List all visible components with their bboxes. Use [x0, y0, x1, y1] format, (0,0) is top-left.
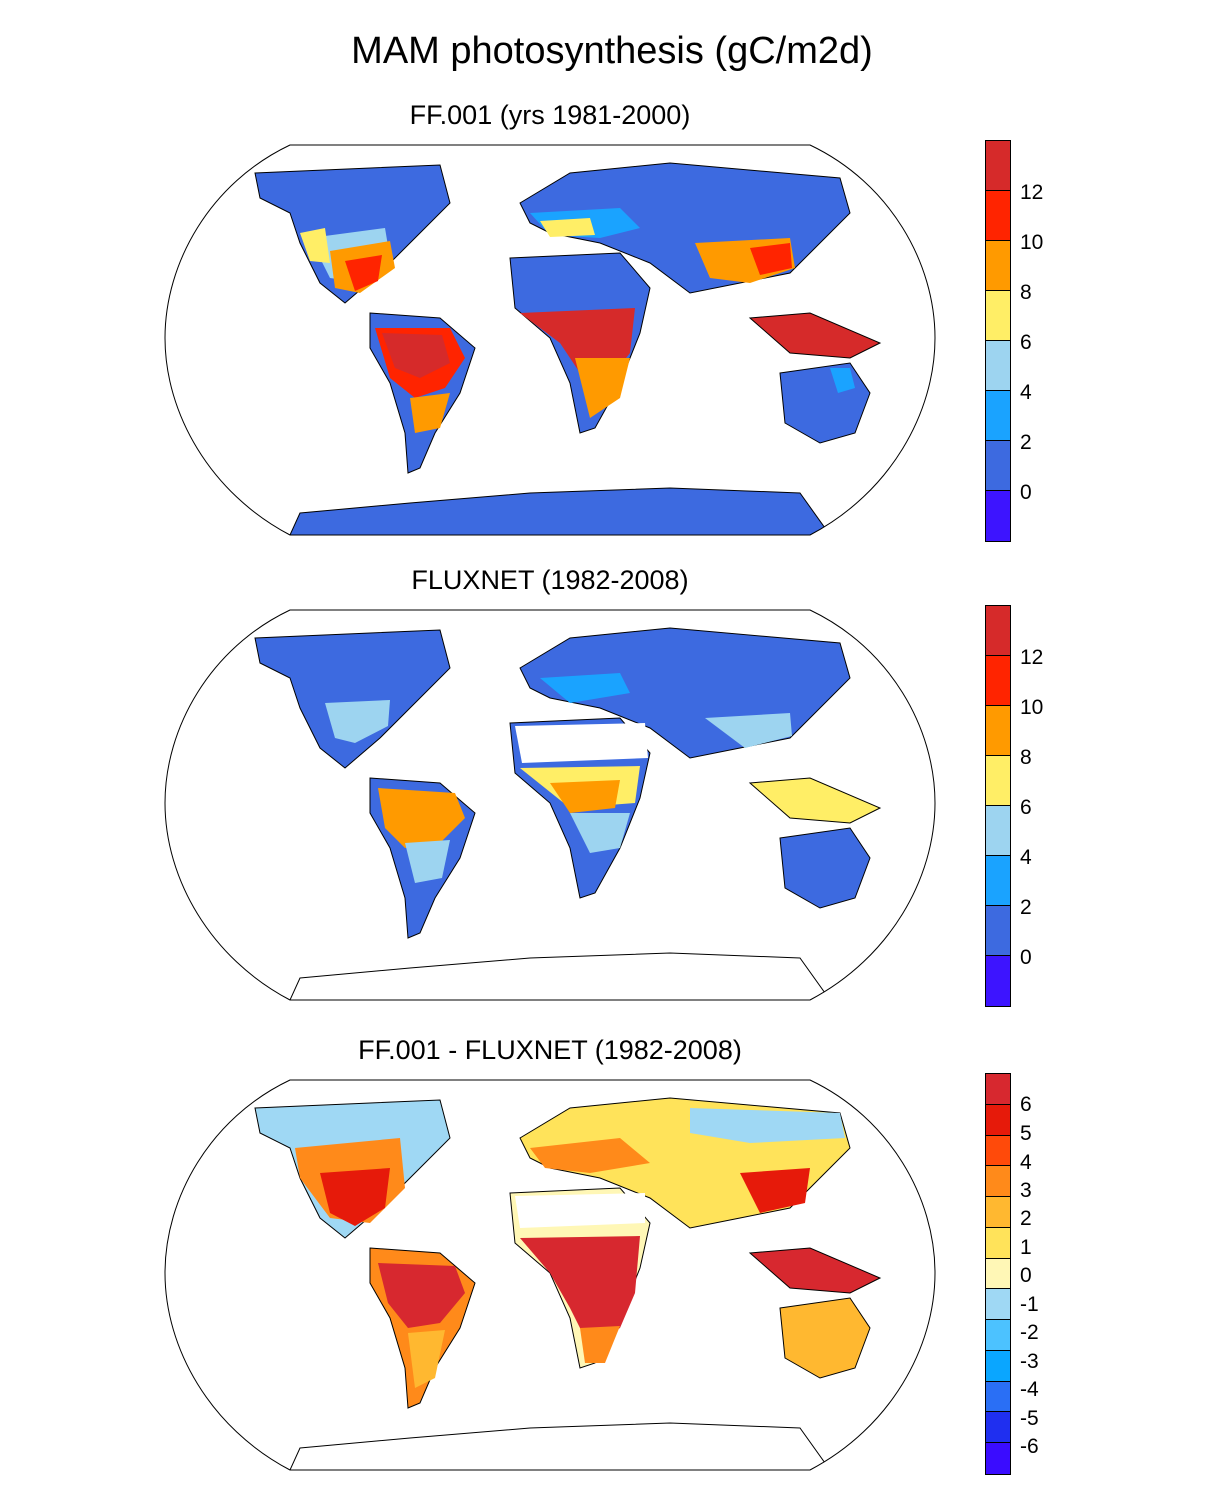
colorbar-tick-label: 12: [1020, 181, 1044, 204]
colorbar-tick-label: 8: [1020, 281, 1032, 304]
colorbar-swatch: [986, 1350, 1010, 1382]
colorbar-swatch: [986, 706, 1010, 756]
colorbar-swatch: [986, 1074, 1010, 1105]
colorbar-swatch: [986, 756, 1010, 806]
colorbar-swatch: [986, 1320, 1010, 1351]
colorbar-swatch: [986, 656, 1010, 706]
map-panel-model: FF.001 (yrs 1981-2000): [0, 95, 1224, 565]
map-panel-fluxnet: FLUXNET (1982-2008): [0, 560, 1224, 1030]
colorbar-tick-label: 3: [1020, 1179, 1032, 1202]
colorbar-fluxnet: [985, 605, 1011, 1007]
colorbar-swatch: [986, 391, 1010, 441]
colorbar-tick-label: -4: [1020, 1378, 1039, 1401]
colorbar-tick-label: 6: [1020, 796, 1032, 819]
colorbar-difference: [985, 1073, 1011, 1475]
world-map-model: [164, 144, 936, 536]
world-map-fluxnet: [164, 609, 936, 1001]
colorbar-swatch: [986, 341, 1010, 391]
colorbar-tick-label: -2: [1020, 1321, 1039, 1344]
colorbar-swatch: [986, 241, 1010, 291]
colorbar-tick-label: 1: [1020, 1236, 1032, 1259]
panel-title-difference: FF.001 - FLUXNET (1982-2008): [358, 1035, 742, 1065]
colorbar-swatch: [986, 1258, 1010, 1290]
colorbar-tick-label: -5: [1020, 1407, 1039, 1430]
colorbar-swatch: [986, 491, 1010, 541]
colorbar-tick-label: 2: [1020, 1207, 1032, 1230]
colorbar-swatch: [986, 1412, 1010, 1443]
colorbar-swatch: [986, 191, 1010, 241]
colorbar-tick-label: 2: [1020, 896, 1032, 919]
colorbar-tick-label: 5: [1020, 1122, 1032, 1145]
colorbar-swatch: [986, 1135, 1010, 1167]
colorbar-swatch: [986, 1381, 1010, 1413]
colorbar-tick-label: 0: [1020, 1264, 1032, 1287]
colorbar-tick-label: 6: [1020, 331, 1032, 354]
colorbar-swatch: [986, 441, 1010, 491]
colorbar-tick-label: 0: [1020, 481, 1032, 504]
colorbar-swatch: [986, 1197, 1010, 1228]
colorbar-swatch: [986, 956, 1010, 1006]
colorbar-tick-label: 2: [1020, 431, 1032, 454]
colorbar-tick-label: -1: [1020, 1293, 1039, 1316]
colorbar-swatch: [986, 1227, 1010, 1259]
colorbar-swatch: [986, 856, 1010, 906]
colorbar-swatch: [986, 806, 1010, 856]
map-panel-difference: FF.001 - FLUXNET (1982-2008): [0, 1030, 1224, 1480]
colorbar-tick-label: -6: [1020, 1435, 1039, 1458]
colorbar-tick-label: 4: [1020, 846, 1032, 869]
colorbar-swatch: [986, 1104, 1010, 1136]
colorbar-tick-label: 4: [1020, 1151, 1032, 1174]
colorbar-swatch: [986, 1443, 1010, 1474]
colorbar-tick-label: 10: [1020, 696, 1044, 719]
colorbar-tick-label: 12: [1020, 646, 1044, 669]
colorbar-tick-label: 8: [1020, 746, 1032, 769]
colorbar-swatch: [986, 1166, 1010, 1197]
colorbar-tick-label: -3: [1020, 1350, 1039, 1373]
figure-title: MAM photosynthesis (gC/m2d): [351, 30, 873, 72]
colorbar-swatch: [986, 291, 1010, 341]
panel-title-fluxnet: FLUXNET (1982-2008): [411, 565, 689, 595]
colorbar-swatch: [986, 1289, 1010, 1320]
world-map-difference: [164, 1079, 936, 1471]
colorbar-tick-label: 6: [1020, 1093, 1032, 1116]
colorbar-swatch: [986, 906, 1010, 956]
colorbar-swatch: [986, 606, 1010, 656]
colorbar-tick-label: 10: [1020, 231, 1044, 254]
colorbar-tick-label: 4: [1020, 381, 1032, 404]
colorbar-tick-label: 0: [1020, 946, 1032, 969]
panel-title-model: FF.001 (yrs 1981-2000): [409, 100, 691, 130]
colorbar-model: [985, 140, 1011, 542]
colorbar-swatch: [986, 141, 1010, 191]
